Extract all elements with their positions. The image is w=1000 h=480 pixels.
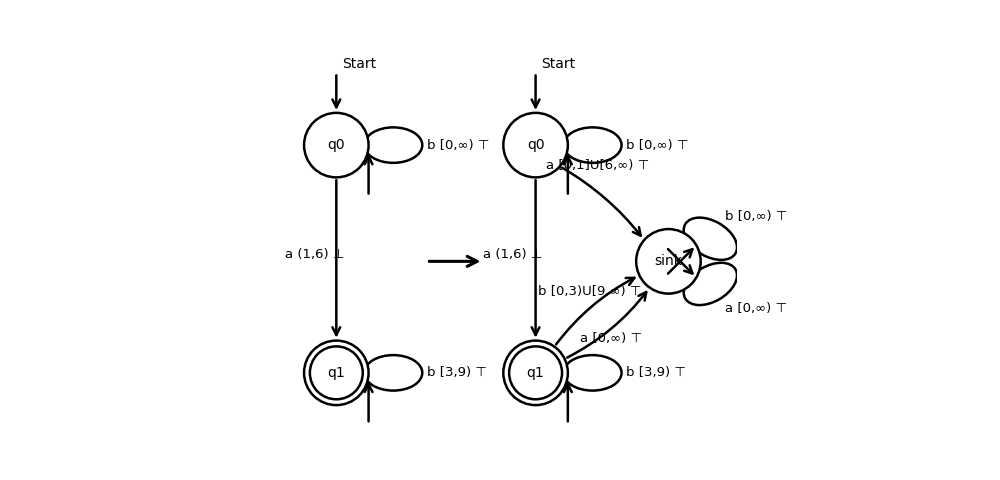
Circle shape: [503, 341, 568, 405]
Circle shape: [304, 341, 369, 405]
FancyArrowPatch shape: [532, 180, 539, 335]
Text: b [3,9) ⊤: b [3,9) ⊤: [427, 366, 487, 379]
Text: a [0,1]U[6,∞) ⊤: a [0,1]U[6,∞) ⊤: [546, 159, 649, 172]
Circle shape: [636, 229, 701, 294]
Text: a [0,∞) ⊤: a [0,∞) ⊤: [725, 302, 787, 315]
Text: Start: Start: [342, 57, 376, 71]
Text: q1: q1: [327, 366, 345, 380]
FancyArrowPatch shape: [562, 168, 641, 236]
Text: b [0,∞) ⊤: b [0,∞) ⊤: [427, 139, 489, 152]
Text: q0: q0: [328, 138, 345, 152]
Circle shape: [503, 113, 568, 178]
Text: b [3,9) ⊤: b [3,9) ⊤: [626, 366, 686, 379]
Text: b [0,3)U[9,∞) ⊤: b [0,3)U[9,∞) ⊤: [538, 285, 642, 298]
FancyArrowPatch shape: [567, 292, 646, 358]
FancyArrowPatch shape: [556, 278, 634, 345]
Text: b [0,∞) ⊤: b [0,∞) ⊤: [725, 210, 787, 223]
Text: a [0,∞) ⊤: a [0,∞) ⊤: [580, 332, 642, 345]
Circle shape: [304, 113, 369, 178]
Text: Start: Start: [541, 57, 575, 71]
Text: q1: q1: [527, 366, 544, 380]
Text: a (1,6) ⊥: a (1,6) ⊥: [285, 248, 345, 261]
Text: a (1,6) ⊥: a (1,6) ⊥: [483, 248, 542, 261]
Text: b [0,∞) ⊤: b [0,∞) ⊤: [626, 139, 689, 152]
Text: sink: sink: [654, 254, 682, 268]
FancyArrowPatch shape: [332, 180, 340, 335]
Text: q0: q0: [527, 138, 544, 152]
